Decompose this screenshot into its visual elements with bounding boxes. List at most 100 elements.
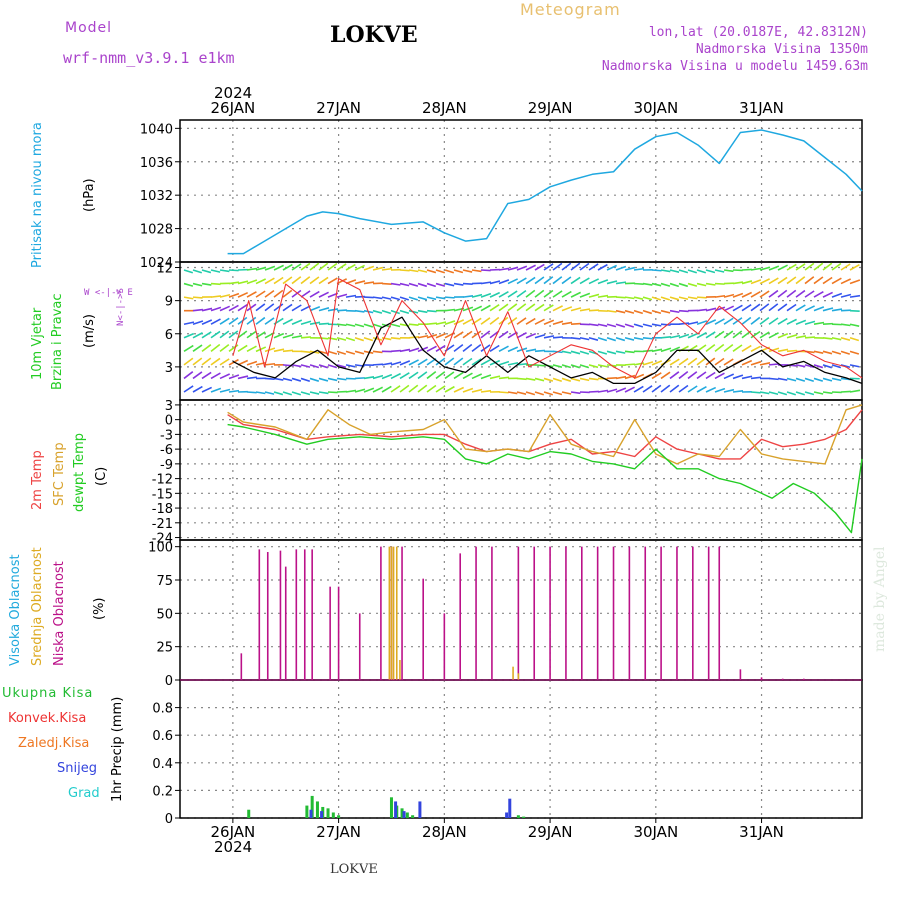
- wind-barb: [624, 363, 635, 366]
- wind-barb: [759, 303, 770, 312]
- wind-barb: [687, 332, 699, 339]
- wind-barb: [210, 372, 221, 380]
- wind-barb: [777, 333, 789, 339]
- wind-barb: [786, 276, 797, 285]
- wind-barb: [192, 308, 204, 312]
- wind-barb: [435, 321, 447, 326]
- wind-barb: [300, 320, 312, 325]
- wind-barb: [588, 364, 599, 369]
- wind-barb: [255, 266, 267, 271]
- wind-barb: [750, 376, 762, 380]
- wind-barb: [804, 364, 815, 368]
- wind-barb: [669, 309, 680, 314]
- wind-barb: [300, 276, 311, 285]
- wind-barb: [480, 358, 491, 366]
- wind-barb: [201, 282, 212, 286]
- wind-barb: [705, 269, 716, 274]
- wind-barb: [723, 344, 734, 352]
- wind-barb: [561, 321, 573, 326]
- wind-barb: [516, 377, 527, 381]
- wind-barb: [678, 296, 689, 301]
- precip-bar: [402, 811, 406, 818]
- wind-barb: [453, 371, 464, 380]
- wind-barb: [255, 361, 267, 366]
- y-tick-label: -24: [152, 532, 173, 547]
- wind-barb: [624, 374, 636, 380]
- precip-bar: [331, 812, 335, 818]
- precip-bar: [505, 812, 509, 818]
- wind-barb: [669, 334, 681, 339]
- wind-barb: [696, 331, 707, 339]
- wind-barb: [840, 337, 851, 341]
- year-bottom: 2024: [214, 838, 253, 856]
- wind-barb: [552, 276, 563, 285]
- wind-barb: [192, 332, 203, 339]
- precip-bar: [337, 815, 341, 818]
- wind-compass: W <-|-> E: [84, 288, 133, 298]
- wind-barb: [651, 360, 663, 366]
- legend-total-rain: Ukupna Kisa: [2, 686, 94, 701]
- wind-barb: [318, 364, 329, 369]
- wind-barb: [327, 350, 338, 355]
- wind-barb: [714, 269, 725, 273]
- wind-barb: [651, 384, 662, 393]
- x-day-label-bottom: 26JAN: [211, 823, 256, 841]
- model-elevation-text: Nadmorska Visina u modelu 1459.63m: [601, 59, 868, 74]
- wind-barb: [246, 376, 258, 380]
- wind-barb: [678, 322, 690, 326]
- wind-barb: [354, 323, 365, 328]
- model-label: Model: [65, 20, 113, 36]
- wind-barb: [669, 282, 680, 288]
- wind-barb: [750, 330, 761, 339]
- wind-barb: [570, 291, 581, 298]
- wind-barb: [588, 377, 599, 381]
- wind-barb: [552, 336, 563, 339]
- wind-barb: [732, 344, 743, 352]
- wind-barb: [534, 377, 545, 382]
- wind-barb: [363, 323, 374, 328]
- wind-barb: [372, 296, 383, 300]
- wind-barb: [840, 323, 851, 327]
- wind-barb: [588, 390, 599, 393]
- wind-barb: [786, 318, 797, 325]
- precip-bar: [310, 795, 314, 818]
- wind-barb: [336, 278, 347, 285]
- wind-barb: [642, 296, 653, 301]
- panel-frame: [179, 399, 863, 541]
- wind-barb: [723, 358, 734, 366]
- wind-barb: [606, 388, 618, 393]
- wind-barb: [804, 391, 815, 396]
- wind-barb: [633, 336, 644, 341]
- wind-barb: [660, 296, 671, 301]
- product-title: Meteogram: [520, 0, 621, 19]
- wind-barb: [750, 360, 762, 366]
- wind-barb: [777, 391, 788, 396]
- wind-barb: [687, 282, 698, 287]
- wind-barb: [687, 371, 698, 380]
- wind-barb: [489, 375, 501, 380]
- wind-barb: [786, 334, 798, 339]
- wind-barb: [714, 294, 726, 298]
- wind-barb: [399, 282, 410, 287]
- wind-barb: [795, 263, 806, 271]
- wind-barb: [525, 276, 536, 285]
- wind-barb: [228, 330, 239, 339]
- wind-barb: [561, 391, 572, 395]
- wind-barb: [849, 294, 861, 298]
- wind-barb: [192, 344, 203, 352]
- wind-barb: [822, 336, 833, 340]
- wind-barb: [624, 337, 635, 341]
- wind-barb: [462, 372, 473, 380]
- y-tick-label: 0.2: [152, 784, 173, 799]
- wind-barb: [822, 262, 833, 271]
- wind-barb: [651, 269, 662, 272]
- wind-barb: [399, 348, 411, 353]
- wind-barb: [624, 350, 635, 354]
- wind-barb: [192, 385, 203, 393]
- wind-barb: [741, 280, 753, 285]
- wind-barb: [579, 364, 590, 369]
- wind-barb: [417, 384, 428, 393]
- wind-barb: [525, 332, 537, 339]
- wind-barb: [543, 335, 555, 339]
- wind-barb: [426, 296, 437, 301]
